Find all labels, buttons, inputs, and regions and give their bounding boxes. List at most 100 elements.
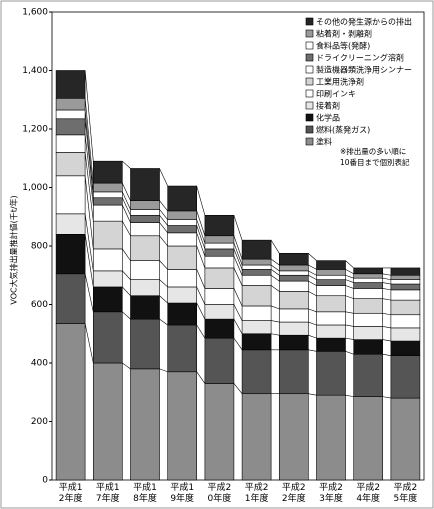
bar-segment	[130, 279, 160, 297]
connector	[84, 323, 94, 364]
connector	[308, 270, 317, 276]
bar-segment	[55, 273, 86, 324]
bar-segment	[390, 327, 421, 342]
bar-segment	[204, 248, 235, 257]
connector	[196, 232, 206, 257]
connector	[345, 260, 354, 269]
bar-segment	[353, 339, 384, 355]
connector	[270, 269, 280, 276]
bar-segment	[390, 340, 421, 356]
bar-segment	[316, 311, 346, 326]
connector	[382, 273, 391, 276]
connector	[159, 295, 168, 304]
bar-segment	[390, 283, 421, 291]
bar-segment	[241, 305, 272, 321]
legend-swatch	[305, 65, 314, 74]
connector	[270, 275, 280, 282]
bar-segment	[278, 253, 309, 266]
connector	[233, 235, 243, 260]
bar-segment	[92, 286, 123, 313]
connector	[84, 213, 94, 271]
bar-segment	[278, 264, 309, 272]
bar-segment	[390, 314, 421, 329]
bar-segment	[204, 318, 235, 339]
legend-label: 食料品等(発酵)	[316, 41, 370, 51]
bar-segment	[55, 175, 86, 215]
bar-segment	[241, 320, 272, 335]
bar-segment	[241, 285, 272, 307]
connector	[308, 264, 317, 270]
bar-segment	[316, 274, 346, 280]
bar-segment	[316, 285, 346, 297]
bar-segment	[241, 269, 272, 276]
bar-segment	[130, 368, 160, 481]
connector	[345, 279, 354, 283]
connector	[382, 277, 391, 280]
connector	[196, 185, 206, 216]
legend-swatch	[305, 53, 314, 62]
connector	[196, 371, 206, 384]
bar-segment	[92, 248, 123, 272]
connector	[308, 393, 317, 396]
x-tick-label: 平成22年度	[281, 483, 306, 504]
bar-segment	[316, 260, 346, 270]
connector	[84, 273, 94, 312]
connector	[382, 298, 391, 301]
bar-segment	[390, 267, 421, 276]
connector	[345, 351, 354, 355]
x-tick-label: 平成21年度	[244, 483, 269, 504]
bar-segment	[55, 323, 86, 481]
bar-segment	[278, 308, 309, 323]
connector	[122, 220, 131, 236]
bar-segment	[130, 235, 160, 261]
connector	[84, 234, 94, 287]
legend-label: その他の発生源からの排出	[316, 17, 412, 27]
bar-segment	[390, 279, 421, 285]
connector	[84, 134, 94, 206]
bar-segment	[204, 235, 235, 244]
bar-segment	[55, 97, 86, 111]
y-axis-title: VOC大気排出量推計値(千t/年)	[9, 195, 19, 304]
connector	[382, 312, 391, 316]
bar-segment	[241, 393, 272, 481]
connector	[122, 204, 131, 223]
bar-segment	[55, 109, 86, 120]
connector	[233, 383, 243, 394]
bar-segment	[55, 118, 86, 136]
legend-label: 工業用洗浄剤	[316, 77, 364, 87]
bar-segment	[353, 267, 384, 275]
annotation: ※排出量の多い順に	[340, 146, 406, 156]
bar-segment	[316, 279, 346, 286]
y-tick-label: 0	[42, 476, 48, 486]
connector	[159, 200, 168, 212]
connector	[382, 396, 391, 399]
bar-segment	[316, 295, 346, 313]
legend-label: 製造機器類洗浄用シンナー	[316, 65, 412, 75]
bar-segment	[353, 288, 384, 299]
connector	[382, 282, 391, 285]
connector	[308, 274, 317, 280]
legend-label: 化学品	[316, 113, 340, 123]
bar-segment	[353, 312, 384, 327]
connector	[233, 248, 243, 270]
bar-segment	[390, 274, 421, 280]
x-tick-label: 平成18年度	[133, 483, 157, 504]
bar-segment	[167, 245, 198, 270]
connector	[345, 394, 354, 397]
bar-segment	[241, 239, 272, 260]
legend-label: 燃料(蒸発ガス)	[316, 125, 370, 135]
bar-segment	[241, 274, 272, 286]
bar-segment	[390, 355, 421, 399]
connector	[196, 324, 206, 339]
connector	[308, 321, 317, 326]
bar-segment	[55, 234, 86, 275]
legend-label: 印刷インキ	[316, 90, 356, 99]
bar-segment	[167, 371, 198, 481]
bar-segment	[278, 291, 309, 310]
connector	[345, 269, 354, 275]
bar-segment	[130, 295, 160, 320]
connector	[84, 175, 94, 249]
connector	[196, 302, 206, 320]
bar-segment	[204, 383, 235, 481]
